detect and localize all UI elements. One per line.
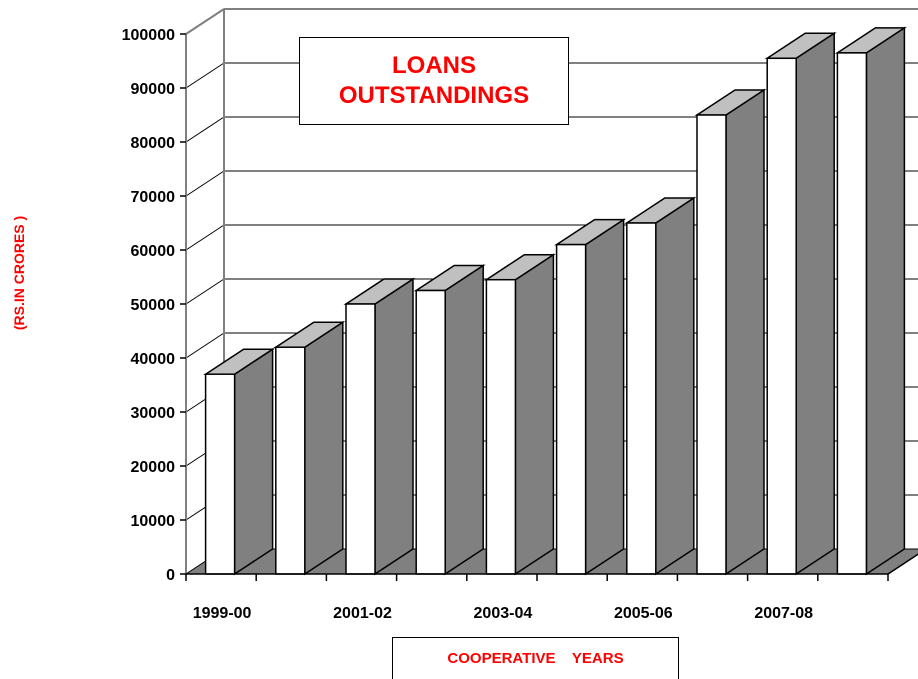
x-axis-ticks: 1999-00 2001-02 2003-04 2005-06 2007-08 <box>185 553 918 622</box>
gridline-side <box>185 224 225 251</box>
x-axis-end <box>887 553 918 575</box>
y-tick-label: 70000 <box>131 189 176 206</box>
bar-side <box>795 31 835 576</box>
y-tick-label: 0 <box>166 567 175 584</box>
bar-front <box>204 373 236 575</box>
bar-front <box>766 57 797 575</box>
y-tick-label: 60000 <box>131 243 176 260</box>
bar-side <box>584 218 625 576</box>
x-tick-label: 2003-04 <box>474 605 533 622</box>
gridline-side <box>185 116 225 143</box>
bar <box>343 277 416 576</box>
x-tick-label: 2007-08 <box>754 605 813 622</box>
gridline-side <box>185 278 225 305</box>
y-tick-label: 100000 <box>122 27 175 44</box>
x-axis-label: COOPERATIVE YEARS <box>447 650 624 667</box>
bar-side <box>655 196 695 576</box>
bar <box>624 196 697 576</box>
bar-front <box>345 303 376 575</box>
bar <box>834 26 907 576</box>
bar-side <box>444 264 484 576</box>
x-tick-label: 2001-02 <box>333 605 392 622</box>
gridline-side <box>185 62 225 89</box>
bar <box>694 88 767 576</box>
x-axis-label-box: COOPERATIVE YEARS <box>392 637 679 679</box>
y-tick-label: 20000 <box>131 459 176 476</box>
bar <box>483 253 556 576</box>
bar-side <box>374 277 414 576</box>
left-wall-top-edge <box>185 8 225 35</box>
bar-side <box>865 26 906 576</box>
bar-front <box>275 346 306 575</box>
y-tick-label: 30000 <box>131 405 176 422</box>
chart-title: LOANS OUTSTANDINGS <box>338 52 530 109</box>
bar-front <box>626 222 657 575</box>
bar-side <box>725 88 765 576</box>
bar <box>764 31 837 576</box>
x-tick-label: 1999-00 <box>193 605 252 622</box>
y-axis-label: (RS.IN CRORES ) <box>11 215 27 331</box>
y-tick-label: 90000 <box>131 81 176 98</box>
gridline-side <box>185 170 225 197</box>
gridline-side <box>185 332 225 359</box>
chart-title-box: LOANS OUTSTANDINGS <box>299 37 569 125</box>
y-tick-label: 10000 <box>131 513 176 530</box>
bar <box>413 264 486 576</box>
y-tick-label: 80000 <box>131 135 176 152</box>
bar-front <box>555 243 587 575</box>
bar-front <box>836 52 868 575</box>
bar <box>554 218 627 576</box>
bar-side <box>233 347 274 576</box>
y-axis-ticks: 0 10000 20000 30000 40000 50000 60000 70000 8000… <box>122 27 186 584</box>
bar-front <box>485 278 517 575</box>
bar <box>273 320 346 576</box>
bar-front <box>415 289 446 575</box>
bar-side <box>304 320 344 576</box>
y-tick-label: 40000 <box>131 351 176 368</box>
y-tick-label: 50000 <box>131 297 176 314</box>
bar-front <box>696 114 727 575</box>
bar-side <box>514 253 555 576</box>
bars <box>203 26 907 576</box>
x-tick-label: 2005-06 <box>614 605 673 622</box>
bar <box>203 347 276 576</box>
